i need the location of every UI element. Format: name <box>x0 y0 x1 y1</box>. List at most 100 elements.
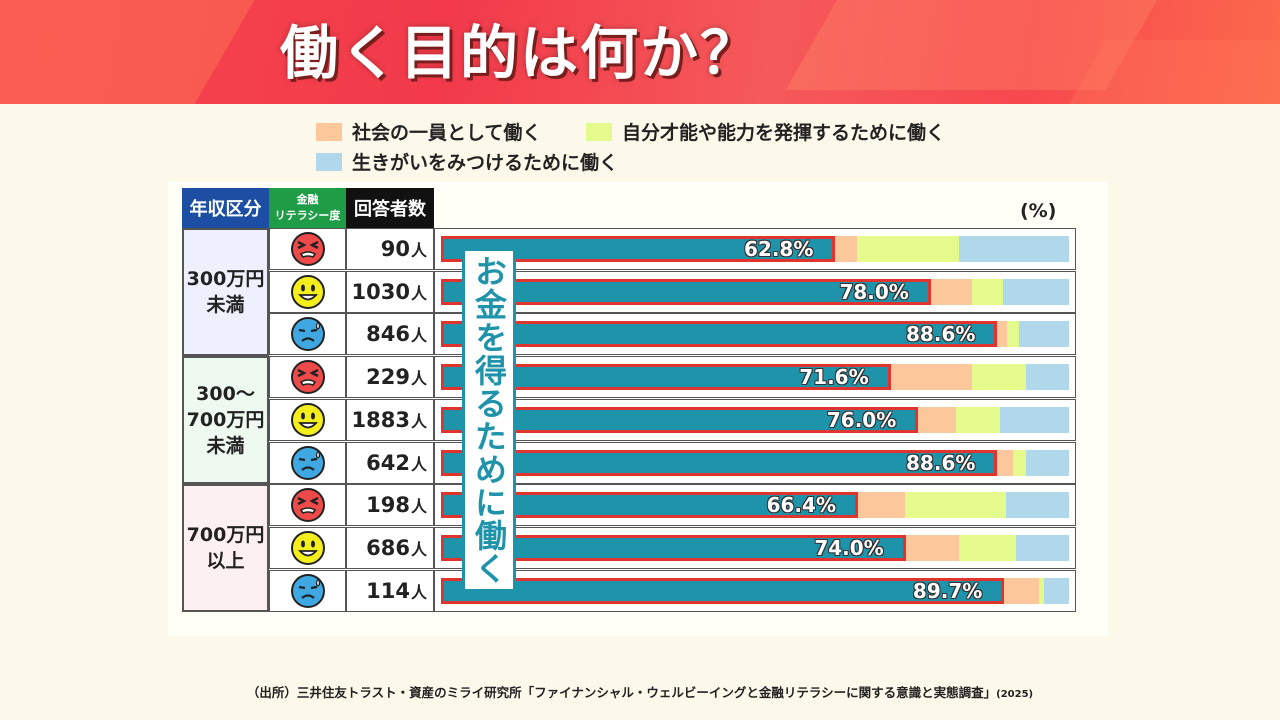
source-note: （出所）三井住友トラスト・資産のミライ研究所「ファイナンシャル・ウェルビーイング… <box>0 682 1280 701</box>
stacked-bar: 89.7% <box>441 577 1069 604</box>
respondent-count: 686 <box>366 535 410 560</box>
header-literacy: 金融 リテラシー度 <box>269 188 346 228</box>
stacked-bar: 76.0% <box>441 406 1069 433</box>
respondent-unit: 人 <box>410 411 427 431</box>
bar-segment-purpose <box>1003 278 1069 305</box>
respondent-unit: 人 <box>410 497 427 517</box>
respondent-count: 642 <box>366 450 410 475</box>
bar-segment-society <box>857 492 906 519</box>
bar-segment-society <box>997 321 1007 348</box>
worried-face-icon <box>290 445 326 481</box>
angry-face-icon <box>290 359 326 395</box>
data-label: 89.7% <box>912 578 983 603</box>
bar-segment-ability <box>1006 321 1020 348</box>
bar-segment-purpose <box>1043 577 1069 604</box>
respondent-unit: 人 <box>410 241 427 260</box>
legend-swatch <box>316 152 342 171</box>
respondent-count: 229 <box>366 365 410 390</box>
literacy-cell <box>269 569 346 612</box>
legend-item-ability: 自分才能や能力を発揮するために働く <box>586 118 945 145</box>
legend-label: 社会の一員として働く <box>352 122 542 144</box>
literacy-cell <box>269 526 346 569</box>
income-group-high: 700万円 以上 <box>182 484 269 612</box>
bar-segment-ability <box>959 534 1016 561</box>
bar-segment-purpose <box>1025 364 1069 391</box>
angry-face-icon <box>290 231 326 267</box>
bar-segment-society <box>997 449 1014 476</box>
bar-segment-ability <box>971 278 1004 305</box>
bar-segment-ability <box>1013 449 1026 476</box>
bar-segment-ability <box>857 236 960 262</box>
angry-face-icon <box>290 487 326 523</box>
legend-label: 生きがいをみつけるために働く <box>352 152 619 174</box>
respondent-count: 90 <box>380 237 410 261</box>
bar-segment-purpose <box>1019 321 1069 348</box>
header-income: 年収区分 <box>182 188 269 228</box>
unit-label: (%) <box>1020 200 1057 222</box>
stacked-bar: 78.0% <box>441 278 1069 305</box>
data-label: 88.6% <box>906 322 976 347</box>
bar-segment-money <box>441 278 931 305</box>
legend-swatch <box>586 122 612 141</box>
stacked-bar: 66.4% <box>441 492 1069 519</box>
literacy-cell <box>269 270 346 313</box>
respondent-count-cell: 846 人 <box>346 313 434 356</box>
literacy-cell <box>269 228 346 270</box>
literacy-cell <box>269 484 346 527</box>
respondent-count-cell: 1883 人 <box>346 398 434 441</box>
respondent-count-cell: 642 人 <box>346 441 434 484</box>
stacked-bar: 88.6% <box>441 449 1069 476</box>
bar-segment-purpose <box>959 236 1069 262</box>
legend-swatch <box>316 122 342 141</box>
respondent-count-cell: 229 人 <box>346 356 434 399</box>
literacy-cell <box>269 398 346 441</box>
source-text: （出所）三井住友トラスト・資産のミライ研究所「ファイナンシャル・ウェルビーイング… <box>246 685 997 700</box>
legend-item-purpose: 生きがいをみつけるために働く <box>316 148 618 175</box>
bar-segment-money <box>441 577 1005 604</box>
bar-segment-society <box>1004 577 1039 604</box>
data-label: 88.6% <box>906 450 976 475</box>
legend-label: 自分才能や能力を発揮するために働く <box>622 122 946 144</box>
respondent-unit: 人 <box>410 539 427 559</box>
bar-segment-ability <box>905 492 1006 519</box>
respondent-count: 1883 <box>351 407 410 432</box>
bar-segment-society <box>905 534 960 561</box>
bar-segment-society <box>890 364 973 391</box>
data-label: 76.0% <box>826 407 897 432</box>
bar-segment-purpose <box>1015 534 1069 561</box>
smiling-face-icon <box>290 274 326 310</box>
literacy-cell <box>269 313 346 356</box>
respondent-count: 114 <box>366 578 410 603</box>
data-label: 71.6% <box>799 365 869 390</box>
banner-decoration <box>0 0 267 104</box>
bar-segment-society <box>835 236 858 262</box>
stacked-bar: 88.6% <box>441 321 1069 348</box>
bar-segment-purpose <box>1005 492 1069 519</box>
page-title: 働く目的は何か？ <box>280 19 761 87</box>
stacked-bar: 62.8% <box>441 236 1069 262</box>
respondent-count: 846 <box>366 322 410 347</box>
bar-segment-ability <box>972 364 1026 391</box>
respondent-count-cell: 1030 人 <box>346 270 434 313</box>
data-label: 74.0% <box>814 535 884 560</box>
source-year: (2025) <box>996 689 1034 700</box>
income-group-low: 300万円 未満 <box>182 228 269 356</box>
worried-face-icon <box>290 316 326 352</box>
bar-segment-society <box>930 278 972 305</box>
respondent-count-cell: 114 人 <box>346 569 434 612</box>
data-label: 62.8% <box>743 237 814 261</box>
smiling-face-icon <box>290 402 326 438</box>
income-group-mid: 300～ 700万円 未満 <box>182 356 269 484</box>
bar-segment-purpose <box>999 406 1069 433</box>
literacy-cell <box>269 356 346 399</box>
worried-face-icon <box>290 573 326 609</box>
stacked-bar: 71.6% <box>441 364 1069 391</box>
respondent-unit: 人 <box>410 326 427 346</box>
respondent-count: 198 <box>366 493 410 518</box>
data-label: 66.4% <box>766 493 836 518</box>
respondent-unit: 人 <box>410 454 427 474</box>
respondent-unit: 人 <box>410 369 427 389</box>
money-series-label: お金を得るために働く <box>462 248 516 592</box>
stacked-bar: 74.0% <box>441 534 1069 561</box>
legend-item-society: 社会の一員として働く <box>316 118 541 145</box>
